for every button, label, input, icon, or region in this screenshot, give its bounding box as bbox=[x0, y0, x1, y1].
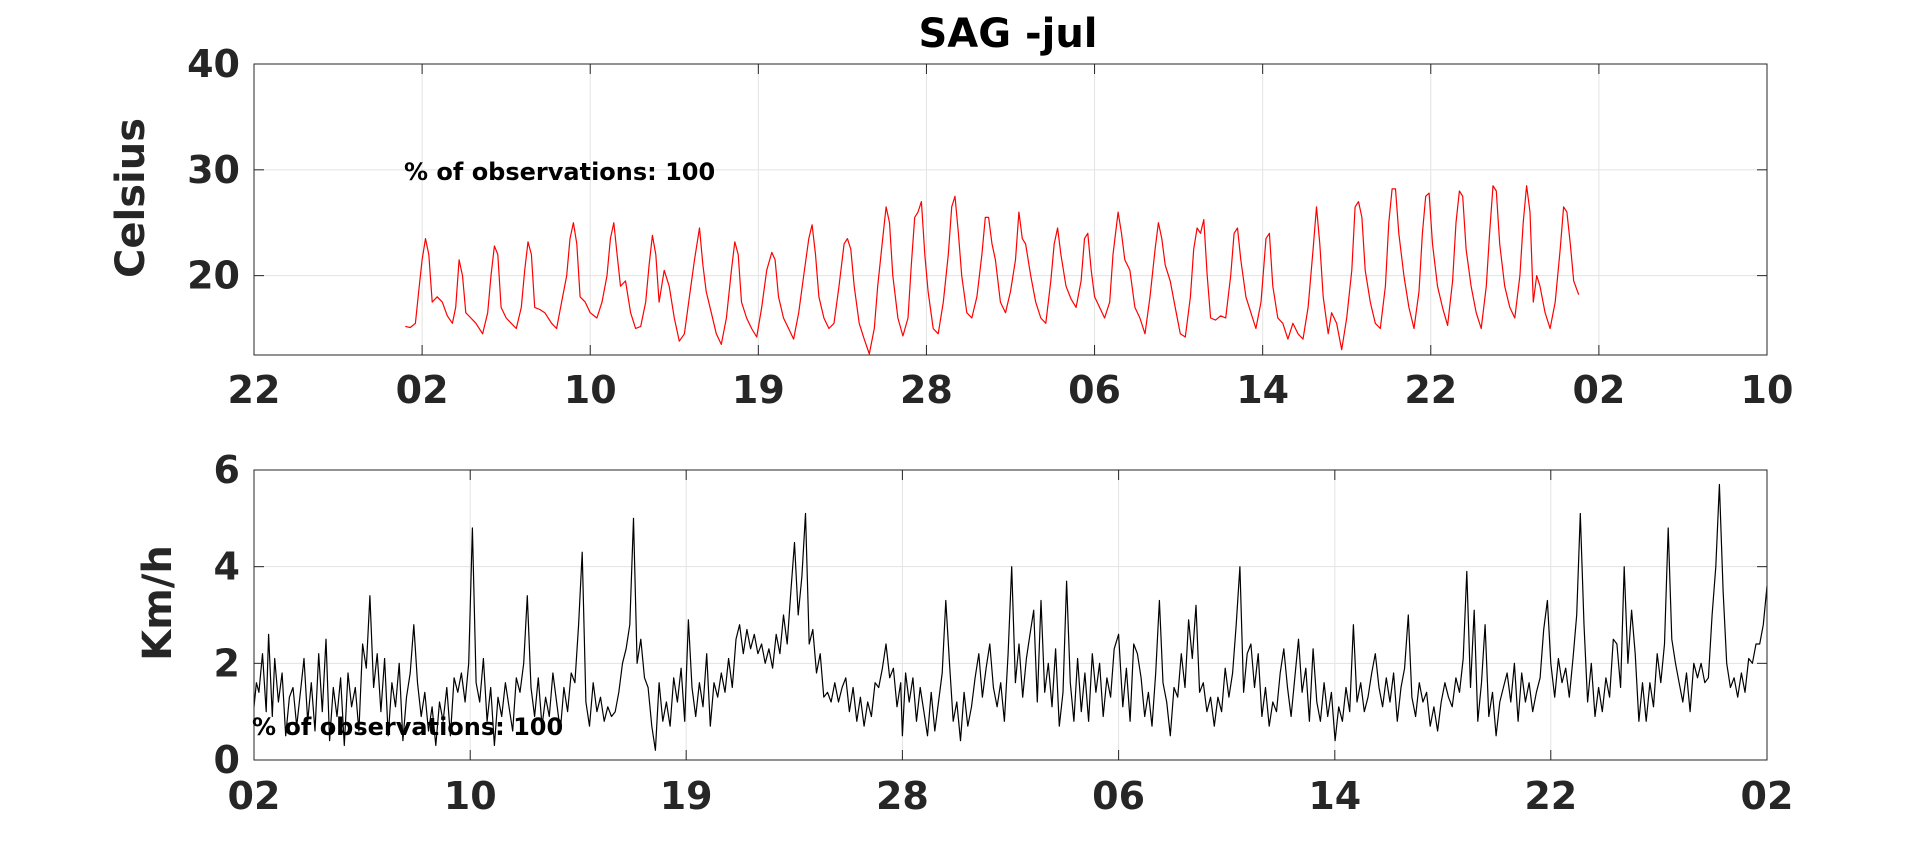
wind-speed-x-tick-label: 02 bbox=[228, 774, 281, 818]
wind-speed-y-axis-label: Km/h bbox=[135, 545, 181, 661]
temperature-x-tick-label: 06 bbox=[1068, 368, 1121, 412]
wind-speed-x-tick-label: 28 bbox=[876, 774, 929, 818]
wind-speed-x-tick-label: 19 bbox=[660, 774, 713, 818]
temperature-ticks: 22 02 10 19 28 06 14 22 02 10 20 30 40 bbox=[187, 42, 1793, 412]
wind-speed-observations-annotation: % of observations: 100 bbox=[252, 713, 563, 741]
temperature-y-axis-label: Celsius bbox=[108, 118, 154, 278]
wind-speed-x-tick-label: 02 bbox=[1741, 774, 1794, 818]
temperature-y-tick-label: 20 bbox=[187, 254, 240, 298]
temperature-x-tick-label: 19 bbox=[732, 368, 785, 412]
wind-speed-series-line bbox=[253, 483, 1768, 751]
temperature-y-tick-label: 30 bbox=[187, 148, 240, 192]
wind-speed-y-tick-label: 4 bbox=[214, 545, 240, 589]
temperature-x-tick-label: 22 bbox=[1404, 368, 1457, 412]
temperature-x-tick-label: 10 bbox=[1741, 368, 1794, 412]
temperature-x-tick-label: 22 bbox=[228, 368, 281, 412]
wind-speed-x-tick-label: 22 bbox=[1524, 774, 1577, 818]
wind-speed-y-tick-label: 6 bbox=[214, 448, 240, 492]
temperature-series-layer bbox=[405, 185, 1580, 355]
temperature-series-line bbox=[405, 185, 1580, 355]
wind-speed-plot-frame bbox=[253, 469, 1768, 761]
wind-speed-series-layer bbox=[253, 483, 1768, 751]
temperature-axes: 22 02 10 19 28 06 14 22 02 10 20 30 40 Celsius % of … bbox=[108, 42, 1793, 412]
wind-speed-x-tick-label: 06 bbox=[1092, 774, 1145, 818]
temperature-x-tick-label: 28 bbox=[900, 368, 953, 412]
wind-speed-x-tick-label: 10 bbox=[444, 774, 497, 818]
temperature-x-tick-label: 10 bbox=[564, 368, 617, 412]
temperature-x-tick-label: 02 bbox=[1572, 368, 1625, 412]
temperature-plot-frame bbox=[253, 63, 1768, 356]
temperature-observations-annotation: % of observations: 100 bbox=[404, 158, 715, 186]
temperature-y-tick-label: 40 bbox=[187, 42, 240, 86]
temperature-x-tick-label: 02 bbox=[396, 368, 449, 412]
temperature-x-tick-label: 14 bbox=[1236, 368, 1289, 412]
figure-title: SAG -jul bbox=[918, 11, 1097, 57]
wind-speed-y-tick-label: 0 bbox=[214, 738, 240, 782]
wind-speed-y-tick-label: 2 bbox=[214, 641, 240, 685]
wind-speed-x-tick-label: 14 bbox=[1308, 774, 1361, 818]
